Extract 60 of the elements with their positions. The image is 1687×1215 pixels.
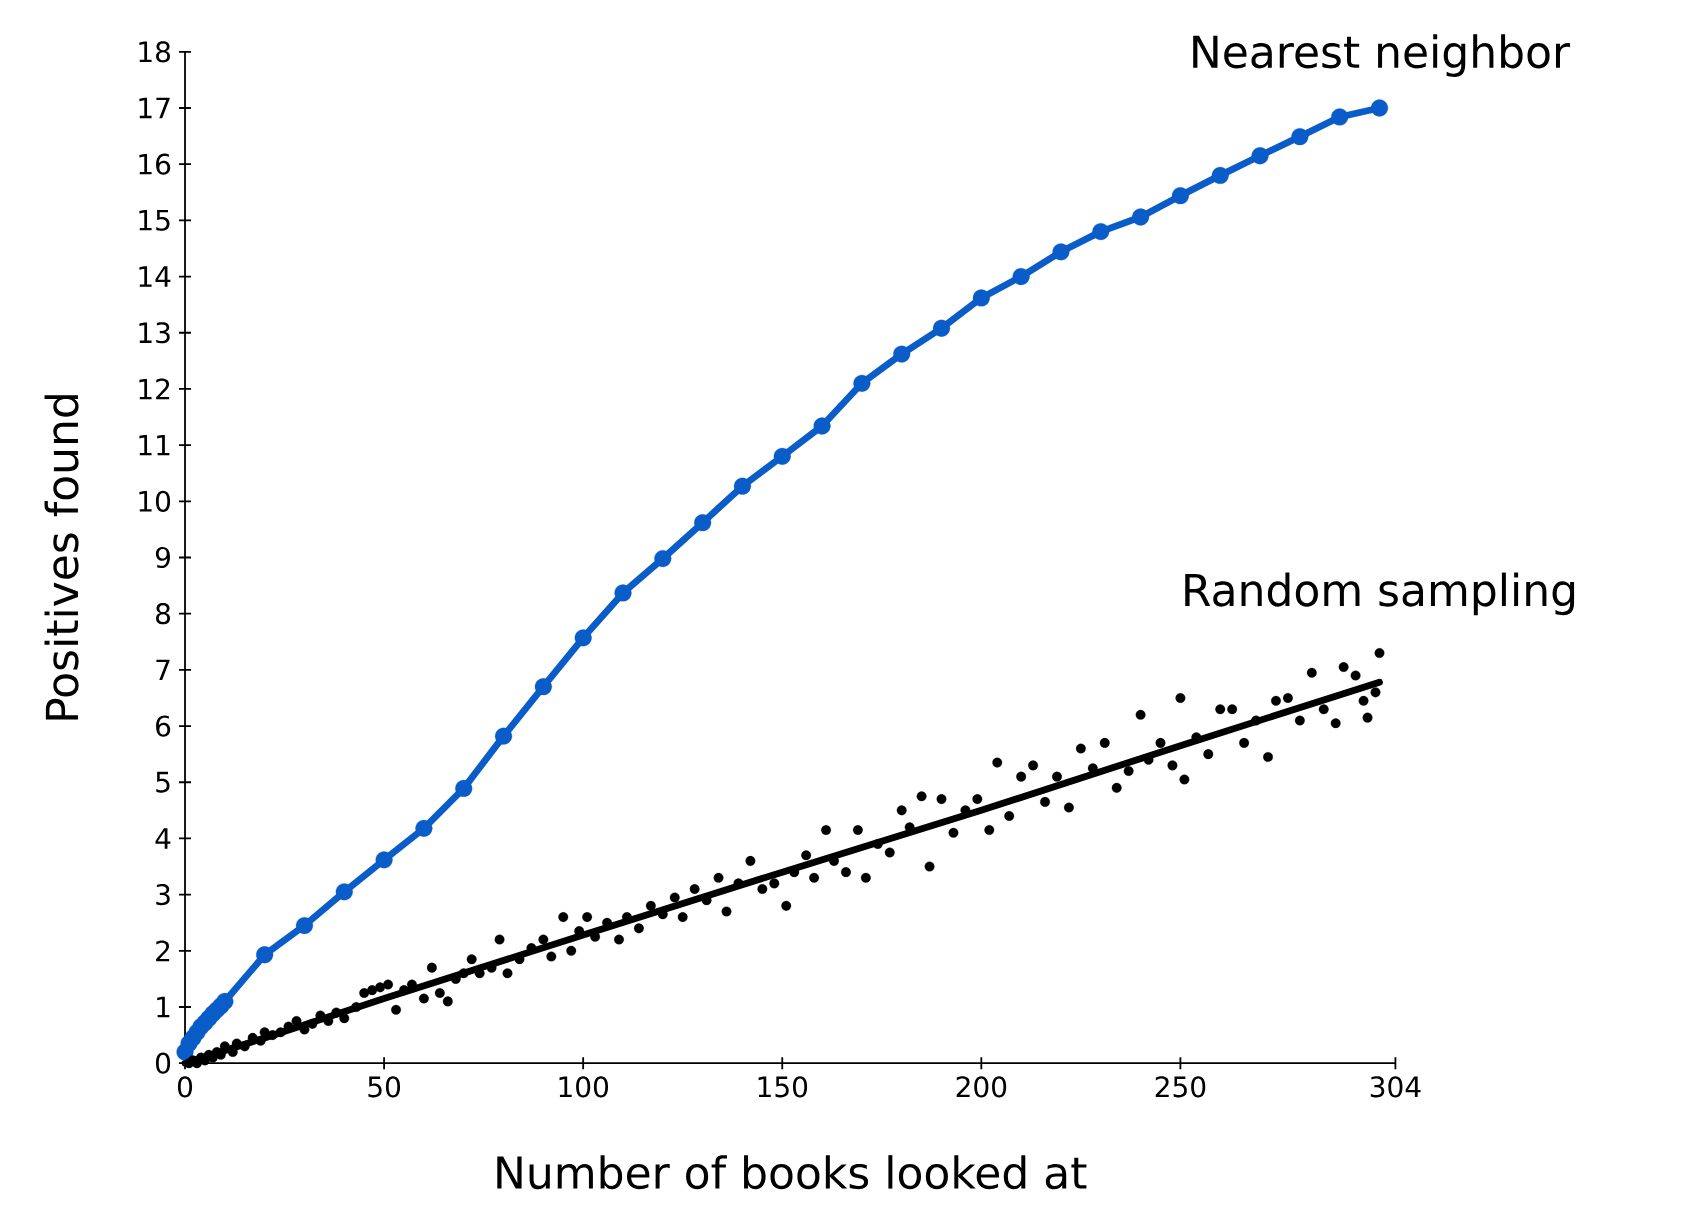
y-tick-label: 2 [156, 940, 170, 962]
y-tick-label: 14 [139, 266, 171, 287]
point [216, 992, 234, 1010]
y-tick-label: 17 [139, 97, 170, 119]
y-tick-label: 5 [156, 771, 170, 793]
point [495, 727, 513, 745]
point [773, 447, 791, 465]
series-label: Nearest neighbor [1193, 34, 1571, 77]
y-tick-label: 13 [139, 322, 170, 344]
y-tick-label: 1 [157, 996, 170, 1018]
x-tick-label: 100 [559, 1076, 609, 1098]
y-tick-label: 16 [139, 153, 171, 175]
point [1291, 128, 1309, 146]
x-axis-title: Number of books looked at [497, 1155, 1087, 1190]
point [733, 477, 751, 495]
y-tick-label: 15 [139, 209, 170, 231]
point [1211, 166, 1229, 184]
y-tick-label: 10 [139, 490, 171, 512]
point [614, 584, 632, 602]
point [853, 374, 871, 392]
y-tick-label: 0 [155, 1052, 171, 1074]
point [972, 289, 990, 307]
text: Random sampling [1185, 572, 1575, 616]
x-tick-label: 150 [758, 1076, 808, 1098]
y-tick-label: 12 [139, 378, 170, 400]
point [534, 678, 552, 696]
y-tick-label: 8 [156, 603, 171, 625]
y-tick-label: 6 [156, 715, 171, 737]
y-tick-label: 7 [156, 659, 170, 681]
y-axis-title: Positives found [44, 395, 79, 720]
point [1251, 147, 1269, 165]
point [1370, 99, 1389, 117]
point [1171, 187, 1189, 205]
x-tick-label: 200 [956, 1076, 1007, 1098]
x-tick-label: 50 [368, 1076, 401, 1098]
point [455, 779, 473, 797]
y-tick-label: 18 [139, 41, 171, 63]
y-tick-label: 4 [155, 828, 171, 849]
point [813, 417, 831, 435]
point [1012, 268, 1030, 286]
y-tick-label: 9 [155, 546, 170, 569]
point [1331, 108, 1349, 126]
point [1132, 208, 1150, 226]
point [295, 917, 313, 935]
point [694, 514, 712, 532]
point [1052, 243, 1070, 261]
x-tick-label: 304 [1370, 1076, 1421, 1098]
point [893, 345, 911, 363]
point [415, 819, 433, 837]
point [654, 550, 672, 568]
point [335, 883, 353, 901]
point [574, 629, 592, 647]
point [375, 851, 393, 869]
point [1092, 223, 1110, 241]
point [932, 319, 951, 337]
x-tick-label: 250 [1155, 1076, 1206, 1098]
point [256, 946, 274, 964]
x-tick-label: 0 [177, 1076, 193, 1098]
y-tick-label: 3 [156, 884, 170, 906]
y-tick-label: 11 [139, 434, 170, 456]
